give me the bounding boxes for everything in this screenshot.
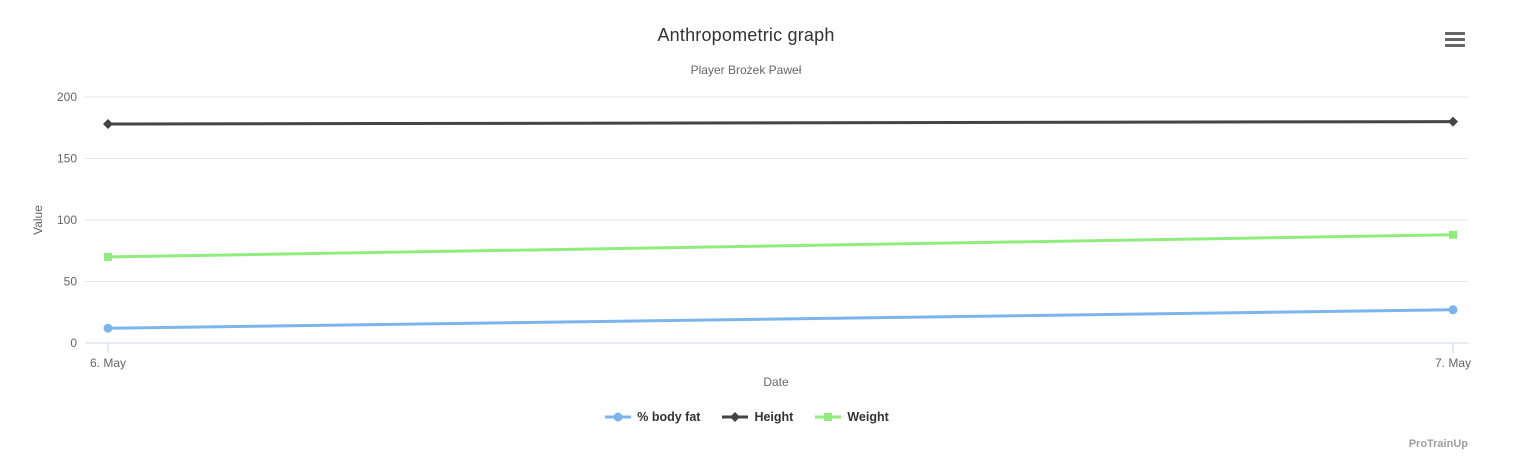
y-tick-label: 0	[70, 336, 77, 350]
legend-item-body-fat[interactable]: % body fat	[603, 410, 700, 424]
square-marker-glyph	[824, 413, 833, 421]
legend-label: % body fat	[637, 410, 701, 424]
y-tick-label: 50	[64, 275, 78, 289]
legend-label: Weight	[847, 410, 889, 424]
series-line-height	[107, 120, 1454, 126]
legend-label: Height	[754, 410, 794, 424]
x-axis-title: Date	[763, 375, 789, 389]
diamond-marker-icon	[722, 412, 749, 422]
watermark: ProTrainUp	[1408, 438, 1468, 450]
data-point-weight[interactable]	[1449, 230, 1457, 239]
x-tick-label: 6. May	[90, 356, 126, 370]
circle-marker-icon	[605, 412, 632, 422]
data-point-body-fat[interactable]	[1448, 305, 1458, 315]
y-tick-label: 150	[57, 152, 77, 166]
series-line-body-fat	[107, 308, 1454, 330]
series-line-weight	[107, 233, 1454, 259]
data-point-height[interactable]	[1448, 116, 1458, 127]
hamburger-icon	[1445, 32, 1465, 48]
data-point-weight[interactable]	[104, 252, 112, 261]
legend: % body fat Height Weight	[0, 410, 1492, 424]
y-tick-label: 100	[57, 213, 77, 227]
data-point-body-fat[interactable]	[103, 323, 113, 333]
square-marker-icon	[815, 413, 842, 421]
legend-item-height[interactable]: Height	[720, 410, 793, 424]
y-tick-label: 200	[57, 90, 77, 104]
data-point-height[interactable]	[103, 119, 113, 130]
y-axis-title: Value	[31, 205, 45, 235]
x-tick-label: 7. May	[1435, 356, 1471, 370]
export-menu-button[interactable]	[1441, 29, 1469, 53]
circle-marker-glyph	[613, 412, 623, 422]
legend-item-weight[interactable]: Weight	[813, 410, 889, 424]
diamond-marker-glyph	[730, 412, 741, 422]
